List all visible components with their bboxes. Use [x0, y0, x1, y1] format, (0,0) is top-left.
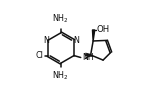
Text: OH: OH [97, 25, 110, 34]
Text: Cl: Cl [36, 51, 44, 60]
Text: NH$_2$: NH$_2$ [52, 69, 69, 82]
Text: NH: NH [82, 53, 94, 62]
Text: NH$_2$: NH$_2$ [52, 13, 69, 25]
Text: N: N [73, 36, 79, 45]
Polygon shape [92, 30, 95, 41]
Text: N: N [43, 36, 49, 45]
